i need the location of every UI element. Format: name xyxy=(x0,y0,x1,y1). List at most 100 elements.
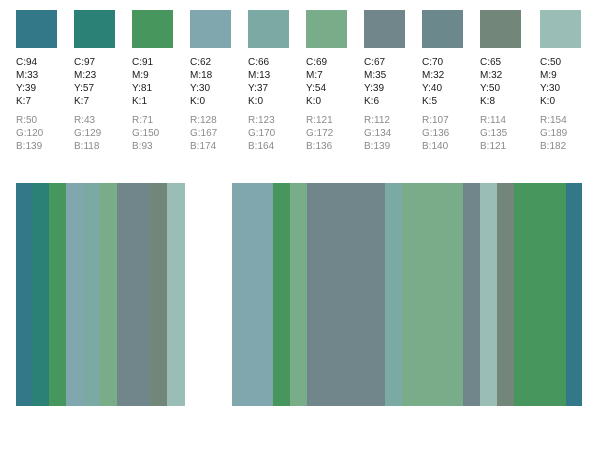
rgb-r-value: R:121 xyxy=(306,115,333,126)
rgb-b-value: B:140 xyxy=(422,141,449,152)
rgb-r-value: R:114 xyxy=(480,115,506,126)
cmyk-c-value: C:50 xyxy=(540,57,562,68)
rgb-values: R:121 G:172 B:136 xyxy=(306,114,356,153)
color-stripe xyxy=(117,183,150,406)
cmyk-c-value: C:91 xyxy=(132,57,154,68)
rgb-r-value: R:128 xyxy=(190,115,217,126)
rgb-g-value: G:120 xyxy=(16,128,44,139)
rgb-b-value: B:182 xyxy=(540,141,567,152)
cmyk-k-value: K:7 xyxy=(16,96,32,107)
rgb-values: R:71 G:150 B:93 xyxy=(132,114,182,153)
cmyk-y-value: Y:39 xyxy=(364,83,385,94)
color-stripe xyxy=(290,183,307,406)
cmyk-c-value: C:67 xyxy=(364,57,386,68)
rgb-g-value: G:167 xyxy=(190,128,218,139)
color-stripe xyxy=(566,183,582,406)
rgb-values: R:114 G:135 B:121 xyxy=(480,114,530,153)
color-stripe xyxy=(32,183,49,406)
cmyk-k-value: K:0 xyxy=(190,96,206,107)
rgb-g-value: G:170 xyxy=(248,128,276,139)
swatch-column: C:70 M:32 Y:40 K:5 R:107 G:136 B:140 xyxy=(422,10,472,153)
cmyk-y-value: Y:54 xyxy=(306,83,327,94)
rgb-values: R:43 G:129 B:118 xyxy=(74,114,124,153)
cmyk-k-value: K:1 xyxy=(132,96,148,107)
color-stripe xyxy=(463,183,480,406)
rgb-b-value: B:121 xyxy=(480,141,507,152)
color-stripe xyxy=(150,183,167,406)
rgb-r-value: R:107 xyxy=(422,115,449,126)
cmyk-y-value: Y:40 xyxy=(422,83,443,94)
cmyk-values: C:62 M:18 Y:30 K:0 xyxy=(190,56,240,108)
stripe-panel-left xyxy=(16,183,185,406)
rgb-b-value: B:139 xyxy=(364,141,391,152)
cmyk-m-value: M:23 xyxy=(74,70,97,81)
rgb-b-value: B:93 xyxy=(132,141,153,152)
cmyk-m-value: M:9 xyxy=(540,70,557,81)
cmyk-y-value: Y:57 xyxy=(74,83,95,94)
cmyk-m-value: M:9 xyxy=(132,70,149,81)
rgb-r-value: R:50 xyxy=(16,115,38,126)
color-stripe xyxy=(100,183,117,406)
cmyk-values: C:67 M:35 Y:39 K:6 xyxy=(364,56,414,108)
cmyk-k-value: K:0 xyxy=(306,96,322,107)
cmyk-m-value: M:35 xyxy=(364,70,387,81)
swatch-column: C:97 M:23 Y:57 K:7 R:43 G:129 B:118 xyxy=(74,10,124,153)
swatch-column: C:66 M:13 Y:37 K:0 R:123 G:170 B:164 xyxy=(248,10,298,153)
cmyk-y-value: Y:30 xyxy=(190,83,211,94)
swatch-column: C:67 M:35 Y:39 K:6 R:112 G:134 B:139 xyxy=(364,10,414,153)
color-chip xyxy=(422,10,463,48)
cmyk-c-value: C:66 xyxy=(248,57,270,68)
cmyk-k-value: K:6 xyxy=(364,96,380,107)
cmyk-k-value: K:5 xyxy=(422,96,438,107)
color-stripe xyxy=(307,183,385,406)
swatch-column: C:91 M:9 Y:81 K:1 R:71 G:150 B:93 xyxy=(132,10,182,153)
cmyk-values: C:97 M:23 Y:57 K:7 xyxy=(74,56,124,108)
stripe-panel-right xyxy=(232,183,582,406)
rgb-g-value: G:172 xyxy=(306,128,334,139)
rgb-values: R:128 G:167 B:174 xyxy=(190,114,240,153)
color-stripe xyxy=(402,183,463,406)
cmyk-c-value: C:65 xyxy=(480,57,502,68)
cmyk-m-value: M:13 xyxy=(248,70,271,81)
rgb-r-value: R:112 xyxy=(364,115,390,126)
color-stripe xyxy=(273,183,290,406)
swatch-column: C:50 M:9 Y:30 K:0 R:154 G:189 B:182 xyxy=(540,10,590,153)
cmyk-y-value: Y:39 xyxy=(16,83,37,94)
cmyk-y-value: Y:81 xyxy=(132,83,153,94)
rgb-r-value: R:123 xyxy=(248,115,275,126)
swatch-column: C:65 M:32 Y:50 K:8 R:114 G:135 B:121 xyxy=(480,10,530,153)
color-chip xyxy=(364,10,405,48)
rgb-g-value: G:150 xyxy=(132,128,160,139)
rgb-b-value: B:118 xyxy=(74,141,100,152)
cmyk-k-value: K:0 xyxy=(540,96,556,107)
cmyk-values: C:69 M:7 Y:54 K:0 xyxy=(306,56,356,108)
rgb-values: R:123 G:170 B:164 xyxy=(248,114,298,153)
cmyk-y-value: Y:50 xyxy=(480,83,501,94)
color-chip xyxy=(190,10,231,48)
color-chip xyxy=(306,10,347,48)
rgb-values: R:50 G:120 B:139 xyxy=(16,114,66,153)
color-stripe xyxy=(66,183,83,406)
color-stripe xyxy=(480,183,497,406)
cmyk-m-value: M:32 xyxy=(480,70,503,81)
color-chip xyxy=(16,10,57,48)
color-chip xyxy=(74,10,115,48)
rgb-g-value: G:136 xyxy=(422,128,450,139)
color-chip xyxy=(480,10,521,48)
cmyk-y-value: Y:30 xyxy=(540,83,561,94)
color-chip xyxy=(540,10,581,48)
rgb-r-value: R:71 xyxy=(132,115,154,126)
cmyk-values: C:66 M:13 Y:37 K:0 xyxy=(248,56,298,108)
rgb-b-value: B:139 xyxy=(16,141,43,152)
cmyk-m-value: M:32 xyxy=(422,70,445,81)
rgb-r-value: R:154 xyxy=(540,115,567,126)
color-stripe xyxy=(497,183,514,406)
color-stripe xyxy=(232,183,273,406)
cmyk-values: C:65 M:32 Y:50 K:8 xyxy=(480,56,530,108)
rgb-values: R:112 G:134 B:139 xyxy=(364,114,414,153)
color-stripe xyxy=(49,183,66,406)
color-stripe xyxy=(16,183,32,406)
cmyk-c-value: C:94 xyxy=(16,57,38,68)
swatch-column: C:62 M:18 Y:30 K:0 R:128 G:167 B:174 xyxy=(190,10,240,153)
cmyk-c-value: C:69 xyxy=(306,57,328,68)
